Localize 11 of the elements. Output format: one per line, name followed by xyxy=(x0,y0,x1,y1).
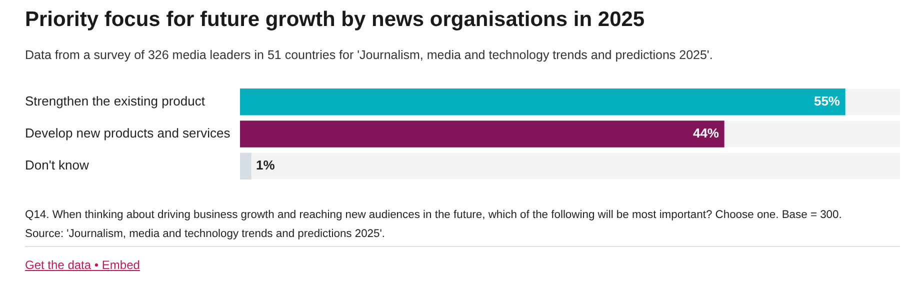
data-label: 55% xyxy=(814,93,840,108)
chart-subtitle: Data from a survey of 326 media leaders in 51 countries for 'Journalism, media and technology trends and predictions 2025'. xyxy=(25,48,713,62)
data-label: 1% xyxy=(256,158,276,173)
y-tick-label: Develop new products and services xyxy=(25,126,231,141)
source-note: Source: 'Journalism, media and technology trends and predictions 2025'. xyxy=(25,227,386,242)
y-tick-label: Don't know xyxy=(25,158,90,173)
chart-title: Priority focus for future growth by news organisations in 2025 xyxy=(25,8,645,32)
y-tick-label: Strengthen the existing product xyxy=(25,93,206,108)
text: Q14. When thinking about driving business growth and reaching new audiences in the future, which of the following will be most important? Choose one. Base = 300. xyxy=(25,208,843,223)
data-label: 44% xyxy=(692,126,720,141)
text: Get the data • Embed xyxy=(25,258,140,272)
